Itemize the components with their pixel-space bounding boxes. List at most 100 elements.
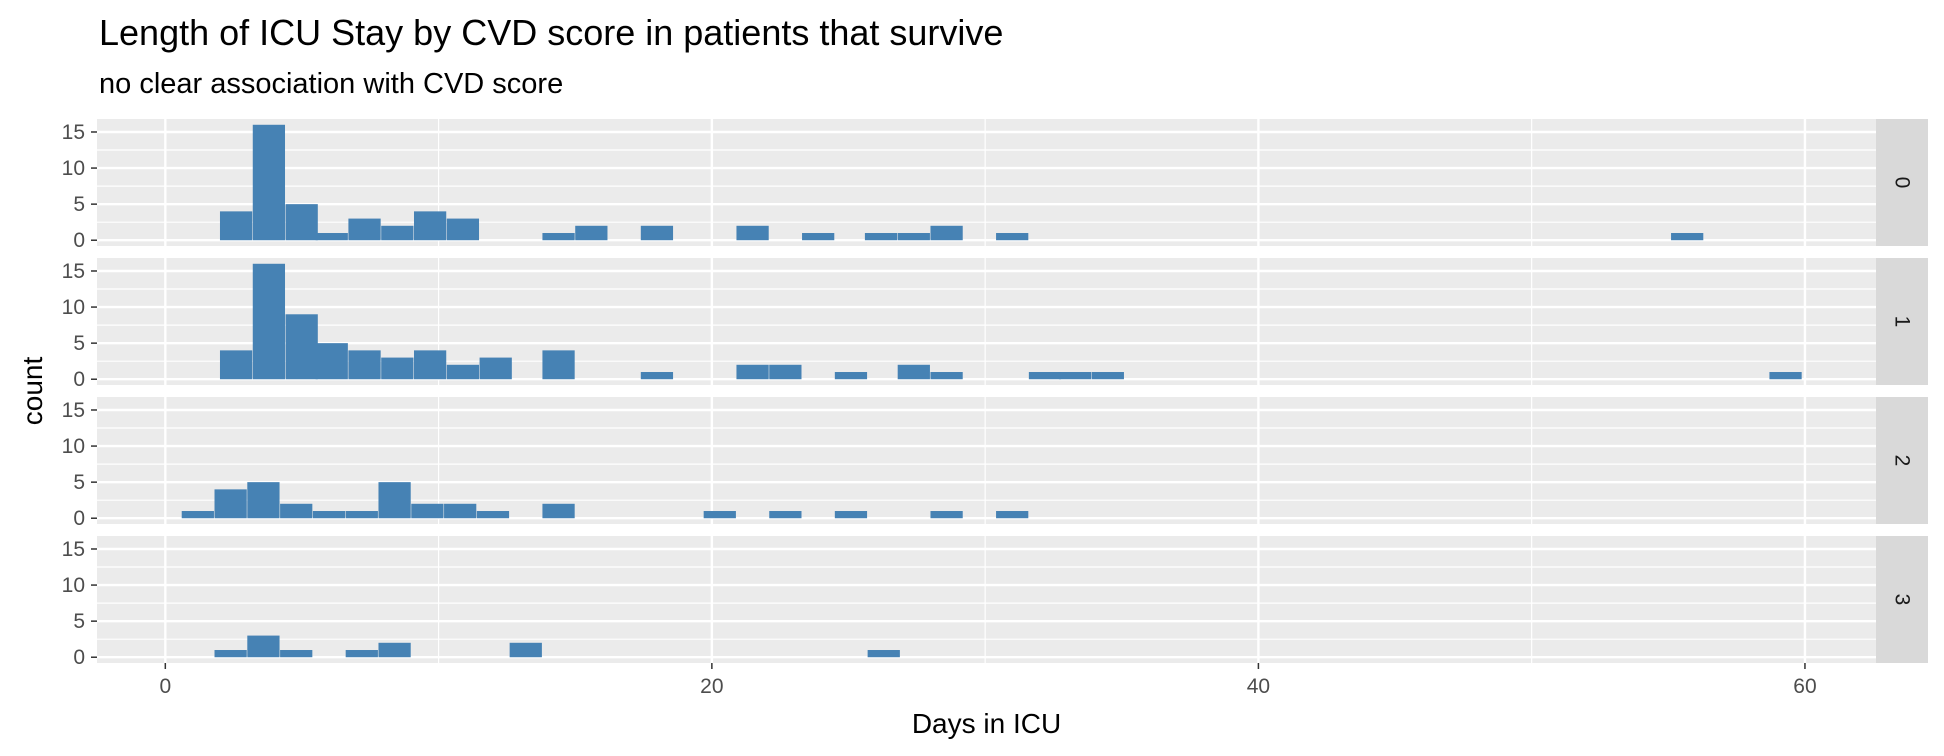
y-tick-label: 5 bbox=[73, 471, 85, 494]
histogram-bar bbox=[864, 233, 898, 241]
histogram-bar bbox=[996, 511, 1029, 519]
y-tick-label: 10 bbox=[62, 157, 85, 180]
y-tick-label: 15 bbox=[62, 538, 85, 561]
facet-strip-label: 1 bbox=[1891, 316, 1914, 328]
facet-strip bbox=[1876, 536, 1928, 663]
histogram-bar bbox=[1058, 372, 1092, 380]
histogram-bar bbox=[1769, 372, 1802, 380]
facet-panel-2: 0 5 10 15 2 bbox=[62, 397, 1928, 530]
facet-strip bbox=[1876, 397, 1928, 524]
histogram-bar bbox=[1091, 372, 1124, 380]
histogram-bar bbox=[312, 511, 346, 519]
y-axis-title: count bbox=[17, 357, 48, 426]
histogram-bar bbox=[446, 364, 480, 380]
facet-strip bbox=[1876, 119, 1928, 246]
histogram-bar bbox=[411, 503, 444, 519]
histogram-bar bbox=[542, 233, 575, 241]
histogram-bar bbox=[802, 233, 835, 241]
histogram-bar bbox=[930, 372, 963, 380]
histogram-bar bbox=[247, 482, 280, 519]
histogram-bar bbox=[509, 642, 542, 658]
histogram-bar bbox=[252, 263, 286, 380]
histogram-bar bbox=[640, 225, 674, 241]
histogram-bar bbox=[479, 357, 512, 380]
y-tick-label: 0 bbox=[73, 229, 85, 252]
histogram-bar bbox=[867, 650, 900, 658]
histogram-bar bbox=[413, 211, 447, 241]
histogram-bar bbox=[1028, 372, 1062, 380]
histogram-bar bbox=[214, 489, 247, 519]
histogram-bar bbox=[930, 511, 963, 519]
histogram-bar bbox=[769, 511, 802, 519]
histogram-bar bbox=[378, 642, 411, 658]
y-tick-label: 5 bbox=[73, 193, 85, 216]
histogram-bar bbox=[381, 357, 414, 380]
chart-subtitle: no clear association with CVD score bbox=[99, 68, 564, 100]
histogram-bar bbox=[280, 503, 313, 519]
y-tick-label: 0 bbox=[73, 507, 85, 530]
histogram-bar bbox=[834, 372, 868, 380]
histogram-bar bbox=[315, 233, 348, 241]
facet-panel-3: 0 5 10 15 3 bbox=[62, 536, 1928, 669]
histogram-bar bbox=[413, 350, 447, 380]
panel-background bbox=[97, 119, 1876, 246]
histogram-bar bbox=[542, 503, 575, 519]
histogram-bar bbox=[542, 350, 575, 380]
histogram-bar bbox=[575, 225, 608, 241]
histogram-bar bbox=[476, 511, 510, 519]
histogram-bar bbox=[348, 350, 381, 380]
histogram-bar bbox=[378, 482, 411, 519]
histogram-bar bbox=[897, 233, 930, 241]
histogram-bar bbox=[252, 124, 286, 241]
histogram-bar bbox=[381, 225, 414, 241]
histogram-bar bbox=[1671, 233, 1704, 241]
y-tick-label: 15 bbox=[62, 399, 85, 422]
facet-panel-1: 0 5 10 15 1 bbox=[62, 258, 1928, 391]
panel-background bbox=[97, 536, 1876, 663]
facet-strip-label: 2 bbox=[1891, 455, 1914, 467]
histogram-bar bbox=[181, 511, 214, 519]
y-tick-label: 0 bbox=[73, 646, 85, 669]
histogram-bar bbox=[345, 511, 378, 519]
histogram-bar bbox=[285, 314, 318, 380]
facet-strip-label: 3 bbox=[1891, 594, 1914, 606]
histogram-bar bbox=[345, 650, 378, 658]
x-axis-title: Days in ICU bbox=[912, 708, 1061, 739]
y-tick-label: 5 bbox=[73, 332, 85, 355]
chart-title: Length of ICU Stay by CVD score in patie… bbox=[99, 12, 1004, 53]
x-tick-label: 0 bbox=[159, 675, 171, 698]
y-tick-label: 10 bbox=[62, 574, 85, 597]
histogram-bar bbox=[219, 350, 253, 380]
x-tick-label: 20 bbox=[700, 675, 723, 698]
histogram-bar bbox=[930, 225, 963, 241]
facet-panel-0: 0 5 10 15 0 bbox=[62, 119, 1928, 252]
histogram-bar bbox=[280, 650, 313, 658]
histogram-bar bbox=[736, 225, 769, 241]
y-tick-label: 5 bbox=[73, 610, 85, 633]
facet-strip-label: 0 bbox=[1891, 177, 1914, 189]
histogram-bar bbox=[285, 204, 318, 241]
histogram-bar bbox=[444, 503, 477, 519]
y-tick-label: 15 bbox=[62, 121, 85, 144]
y-tick-label: 10 bbox=[62, 435, 85, 458]
histogram-bar bbox=[996, 233, 1029, 241]
histogram-bar bbox=[703, 511, 736, 519]
x-tick-label: 60 bbox=[1793, 675, 1816, 698]
x-tick-label: 40 bbox=[1247, 675, 1270, 698]
facet-strip bbox=[1876, 258, 1928, 385]
y-tick-label: 0 bbox=[73, 368, 85, 391]
histogram-bar bbox=[247, 635, 280, 658]
histogram-bar bbox=[219, 211, 253, 241]
histogram-bar bbox=[897, 364, 930, 380]
panel-background bbox=[97, 397, 1876, 524]
histogram-bar bbox=[769, 364, 802, 380]
histogram-bar bbox=[348, 218, 381, 241]
histogram-bar bbox=[640, 372, 674, 380]
histogram-bar bbox=[446, 218, 480, 241]
y-tick-label: 15 bbox=[62, 260, 85, 283]
histogram-bar bbox=[834, 511, 868, 519]
y-tick-label: 10 bbox=[62, 296, 85, 319]
histogram-bar bbox=[315, 343, 348, 380]
